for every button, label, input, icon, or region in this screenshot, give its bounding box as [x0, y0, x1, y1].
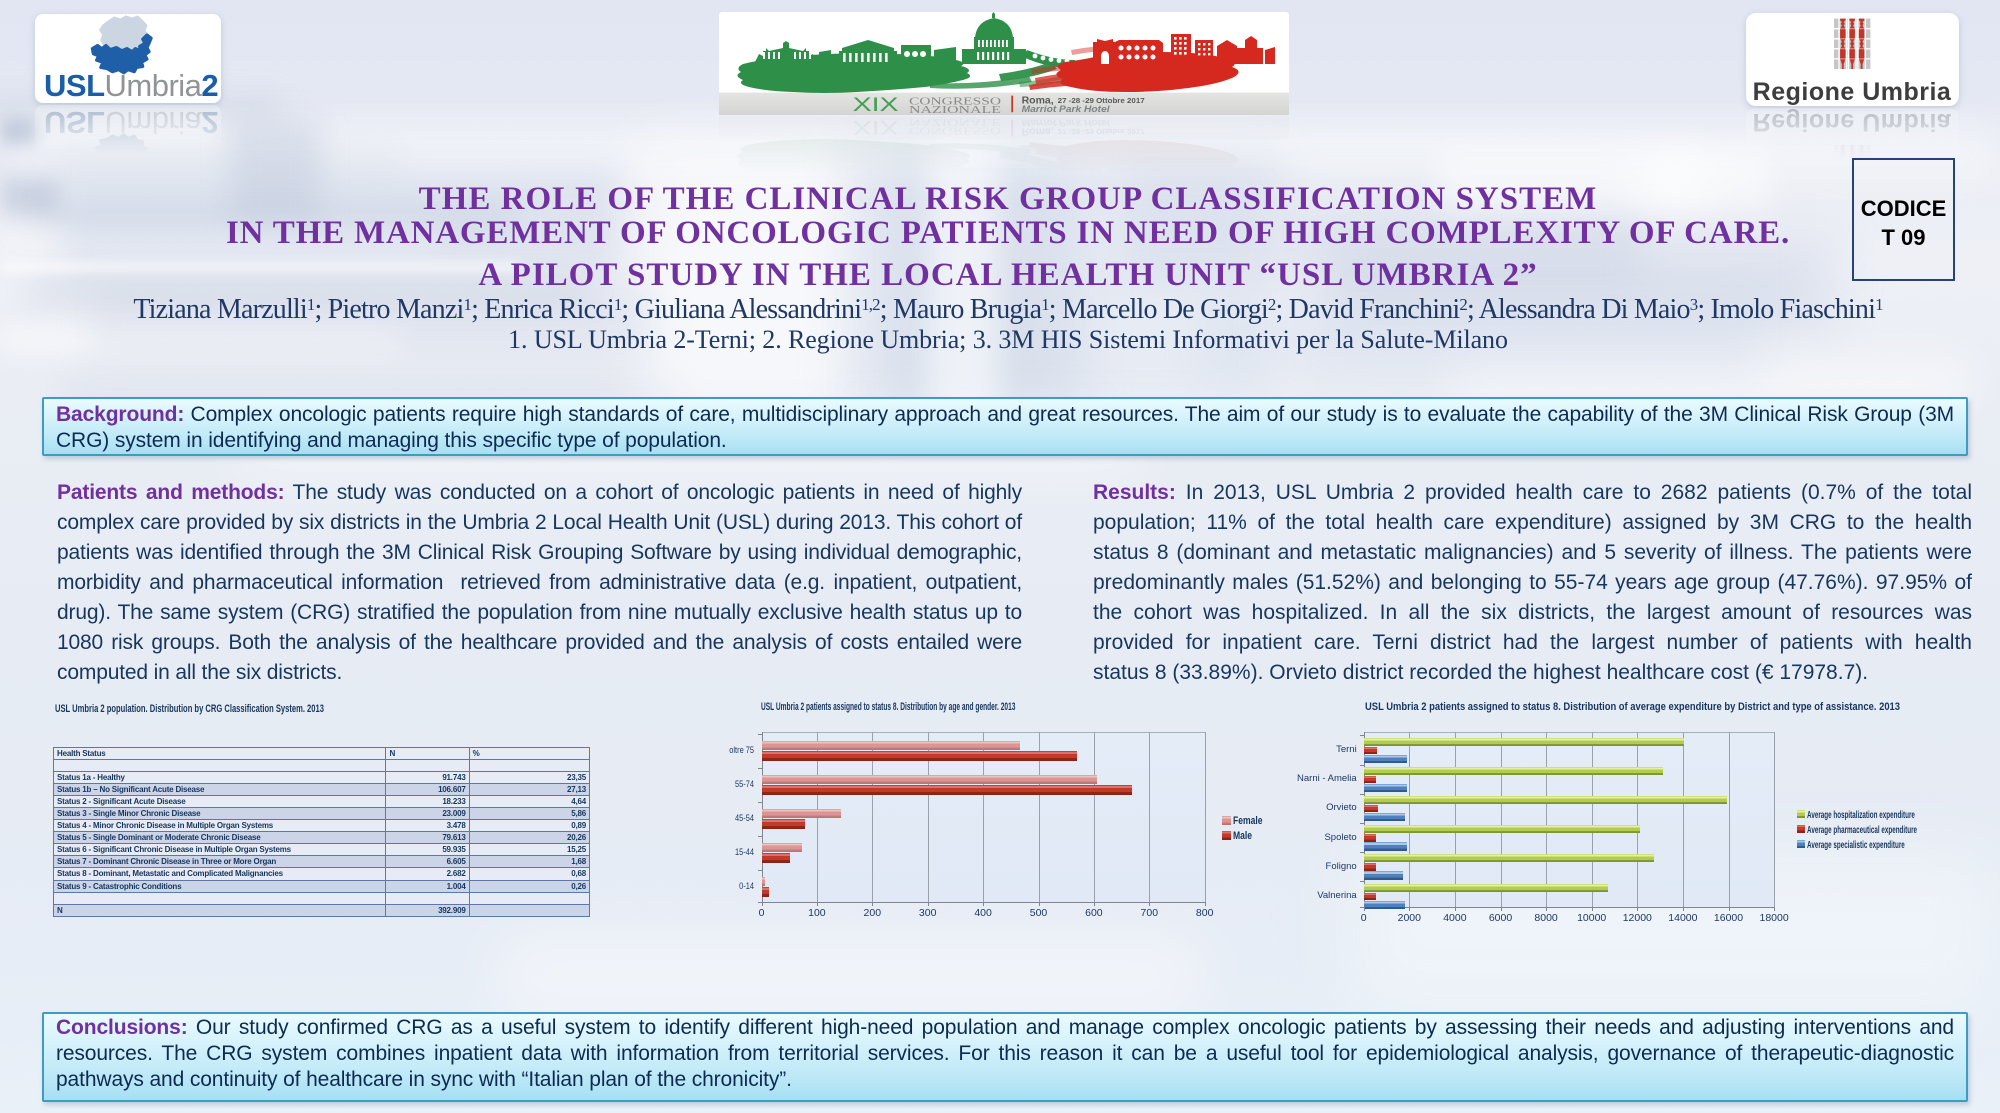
- svg-text:NAZIONALE: NAZIONALE: [909, 117, 1001, 127]
- svg-text:Marriot Park Hotel: Marriot Park Hotel: [1022, 104, 1110, 115]
- svg-text:Regione Umbria: Regione Umbria: [1753, 108, 1952, 136]
- svg-text:XIX: XIX: [853, 94, 899, 115]
- svg-text:NAZIONALE: NAZIONALE: [909, 105, 1001, 115]
- svg-text:CONGRESSO: CONGRESSO: [909, 125, 1002, 136]
- svg-text:Roma,: Roma,: [1022, 95, 1054, 107]
- svg-text:USLUmbria2: USLUmbria2: [44, 68, 218, 103]
- svg-text:27 -28 -29 Ottobre 2017: 27 -28 -29 Ottobre 2017: [1058, 127, 1145, 136]
- svg-text:CONGRESSO: CONGRESSO: [909, 96, 1002, 107]
- svg-text:Marriot Park Hotel: Marriot Park Hotel: [1022, 117, 1110, 128]
- svg-text:Roma,: Roma,: [1022, 125, 1054, 137]
- svg-text:XIX: XIX: [853, 117, 899, 138]
- svg-text:Regione Umbria: Regione Umbria: [1753, 78, 1952, 106]
- svg-text:USLUmbria2: USLUmbria2: [44, 105, 218, 140]
- svg-text:27 -28 -29 Ottobre 2017: 27 -28 -29 Ottobre 2017: [1058, 96, 1145, 105]
